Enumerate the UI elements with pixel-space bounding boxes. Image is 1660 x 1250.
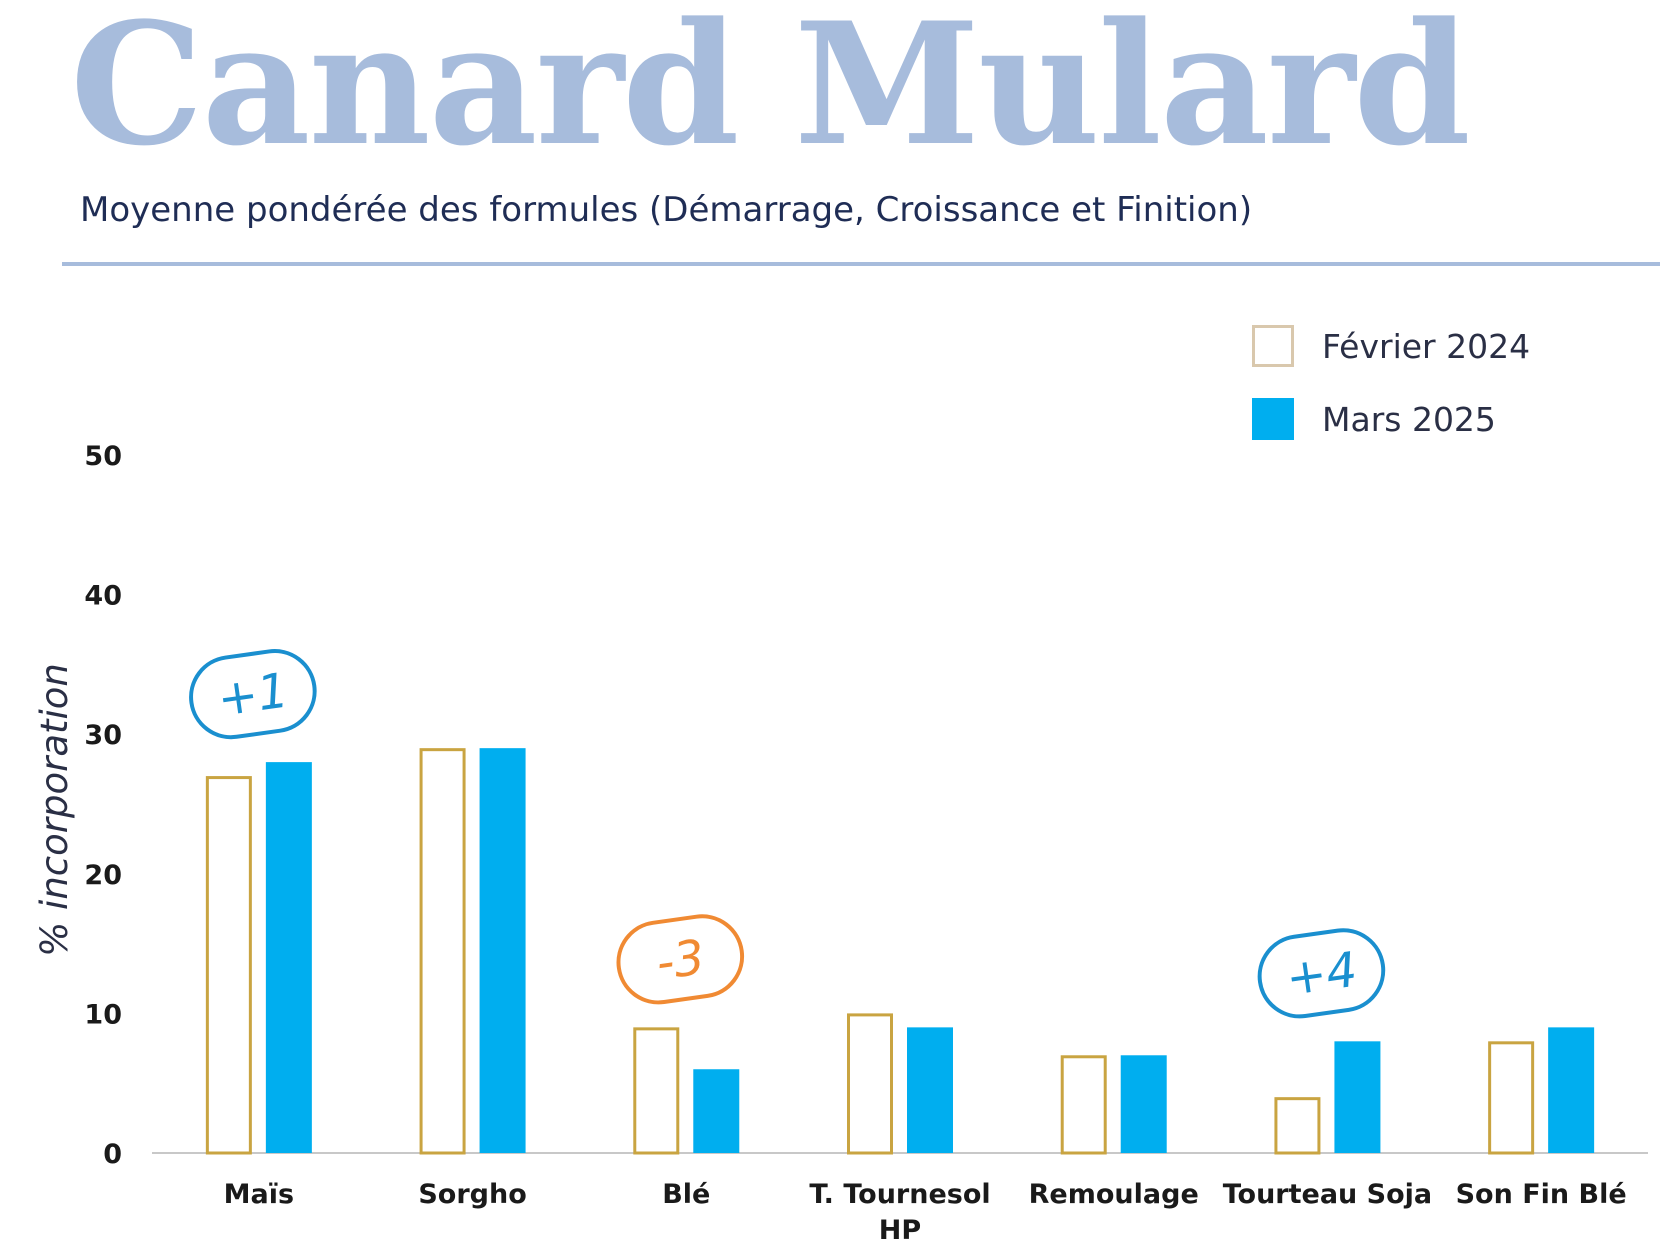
legend-item-feb-2024: Février 2024 xyxy=(1252,325,1530,367)
bar-mar-2025-tourteau-soja xyxy=(1334,1041,1381,1153)
change-badge-text: +4 xyxy=(1283,942,1361,1007)
change-badge-ble: -3 xyxy=(616,914,745,1005)
title-divider xyxy=(62,262,1660,266)
y-tick-label: 10 xyxy=(84,999,122,1030)
legend-label-feb-2024: Février 2024 xyxy=(1322,326,1531,366)
bar-mar-2025-mais xyxy=(265,762,312,1153)
y-axis-label: % incorporation xyxy=(33,663,76,957)
change-badge-mais: +1 xyxy=(189,649,317,740)
change-badge-outline xyxy=(1257,928,1386,1019)
change-badge-tourteau-soja: +4 xyxy=(1257,928,1386,1019)
y-tick-label: 30 xyxy=(84,720,122,751)
bar-feb-2024-mais xyxy=(205,776,252,1155)
x-tick-label-son-fin-ble: Son Fin Blé xyxy=(1456,1179,1627,1210)
legend-swatch-mar-2025 xyxy=(1252,398,1294,440)
y-tick-label: 20 xyxy=(84,860,122,891)
bar-mar-2025-remoulage xyxy=(1120,1055,1167,1153)
y-tick-label: 0 xyxy=(103,1139,122,1170)
change-badge-outline xyxy=(189,649,317,740)
x-tick-label-tourteau-soja: Tourteau Soja xyxy=(1223,1179,1432,1210)
bar-mar-2025-son-fin-ble xyxy=(1548,1027,1595,1153)
legend-swatch-feb-2024 xyxy=(1252,325,1294,367)
change-badge-text: -3 xyxy=(653,929,708,991)
x-tick-label-remoulage: Remoulage xyxy=(1029,1179,1199,1210)
bar-mar-2025-t-tournesol-hp xyxy=(907,1027,953,1153)
x-tick-label-mais: Maïs xyxy=(224,1179,294,1210)
y-tick-label: 40 xyxy=(84,581,122,612)
page-subtitle: Moyenne pondérée des formules (Démarrage… xyxy=(80,190,1253,230)
bar-feb-2024-ble xyxy=(633,1027,680,1155)
bar-feb-2024-remoulage xyxy=(1060,1055,1107,1155)
bar-chart: 0 10 20 30 40 50 % incorporation Maïs Sorgho Blé T… xyxy=(33,441,1648,1246)
bar-feb-2024-sorgho xyxy=(419,748,466,1155)
bar-mar-2025-ble xyxy=(693,1069,740,1153)
change-badge-text: +1 xyxy=(214,662,292,727)
x-tick-label-sorgho: Sorgho xyxy=(418,1179,526,1210)
bar-feb-2024-t-tournesol-hp xyxy=(847,1013,893,1155)
y-tick-label: 50 xyxy=(84,441,122,472)
x-tick-label-t-tournesol-hp: T. Tournesol HP xyxy=(809,1179,990,1246)
legend-item-mar-2025: Mars 2025 xyxy=(1252,398,1496,440)
change-badge-outline xyxy=(616,914,745,1005)
bar-feb-2024-tourteau-soja xyxy=(1274,1097,1321,1155)
legend-label-mar-2025: Mars 2025 xyxy=(1322,399,1496,439)
bar-mar-2025-sorgho xyxy=(479,748,526,1153)
bar-feb-2024-son-fin-ble xyxy=(1488,1041,1535,1155)
x-tick-label-ble: Blé xyxy=(662,1179,710,1210)
page-title: Canard Mulard xyxy=(70,0,1471,183)
